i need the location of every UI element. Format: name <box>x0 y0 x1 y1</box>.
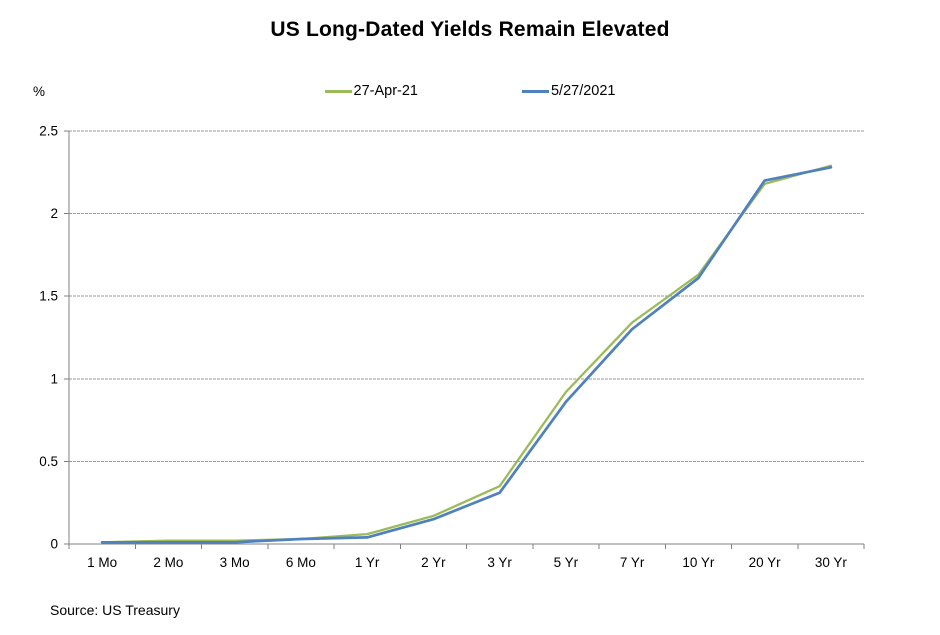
x-tick-label: 3 Yr <box>487 555 512 570</box>
legend: 27-Apr-21 5/27/2021 <box>10 83 930 99</box>
y-axis-unit-label: % <box>33 84 46 99</box>
legend-item-27-apr-21: 27-Apr-21 <box>324 83 418 99</box>
y-tick-label: 2 <box>50 206 58 221</box>
x-tick-label: 20 Yr <box>749 555 782 570</box>
y-tick-label: 0 <box>50 537 58 552</box>
y-tick-label: 1 <box>50 371 58 386</box>
x-tick-label: 30 Yr <box>815 555 848 570</box>
x-tick-label: 3 Mo <box>220 555 250 570</box>
series-line-5-27-2021 <box>100 165 833 544</box>
source-note: Source: US Treasury <box>50 602 180 618</box>
x-tick-label: 7 Yr <box>620 555 645 570</box>
legend-swatch <box>521 89 549 93</box>
x-tick-label: 6 Mo <box>286 555 316 570</box>
x-tick-label: 10 Yr <box>682 555 715 570</box>
x-tick-label: 5 Yr <box>554 555 579 570</box>
x-tick-label: 2 Mo <box>153 555 183 570</box>
legend-label: 5/27/2021 <box>550 83 616 99</box>
chart-title: US Long-Dated Yields Remain Elevated <box>270 18 670 41</box>
x-tick-label: 2 Yr <box>421 555 446 570</box>
y-tick-label: 2.5 <box>39 124 58 139</box>
legend-item-5-27-2021: 5/27/2021 <box>521 83 616 99</box>
legend-label: 27-Apr-21 <box>353 83 418 99</box>
legend-swatch <box>324 89 352 93</box>
series-line-27-apr-21 <box>100 164 833 544</box>
y-tick-label: 1.5 <box>39 289 58 304</box>
x-tick-label: 1 Mo <box>87 555 117 570</box>
y-tick-label: 0.5 <box>39 454 58 469</box>
x-tick-label: 1 Yr <box>355 555 380 570</box>
